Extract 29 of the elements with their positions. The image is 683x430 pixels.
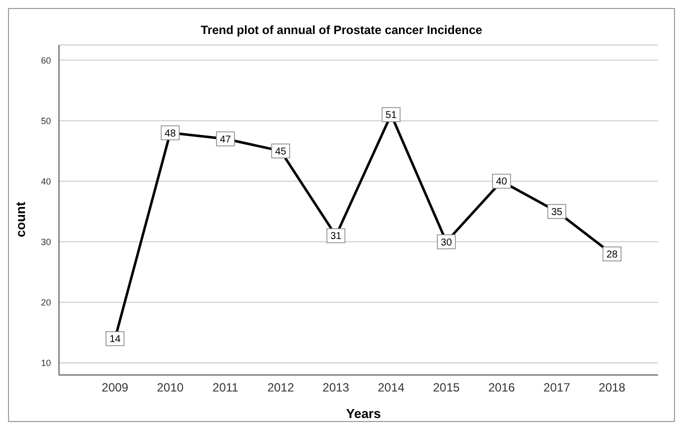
y-tick-label: 40 <box>40 176 51 186</box>
y-tick-label: 50 <box>40 116 51 126</box>
data-label: 31 <box>330 231 342 242</box>
y-axis-title: count <box>14 201 29 237</box>
x-tick-label: 2009 <box>102 380 129 395</box>
y-tick-label: 10 <box>40 358 51 368</box>
x-tick-label: 2016 <box>488 380 516 395</box>
data-label: 48 <box>164 128 176 140</box>
y-tick-label: 20 <box>40 298 51 308</box>
x-tick-label: 2011 <box>212 380 239 395</box>
data-label: 45 <box>275 146 287 158</box>
y-tick-label: 60 <box>40 55 51 66</box>
data-label: 35 <box>551 207 563 218</box>
data-label: 30 <box>440 237 452 248</box>
x-tick-label: 2010 <box>156 380 184 395</box>
x-tick-label: 2018 <box>598 380 626 395</box>
x-tick-label: 2017 <box>543 380 570 395</box>
x-axis-title: Years <box>345 406 382 421</box>
data-label: 40 <box>496 176 508 188</box>
x-tick-label: 2014 <box>378 380 405 395</box>
x-tick-label: 2015 <box>432 380 460 395</box>
data-label: 14 <box>109 334 121 346</box>
x-tick-label: 2013 <box>322 380 350 395</box>
y-tick-label: 30 <box>40 236 51 247</box>
x-tick-label: 2012 <box>267 380 294 395</box>
chart-title: Trend plot of annual of Prostate cancer Incidence <box>200 23 484 37</box>
data-label: 51 <box>386 110 398 122</box>
data-label: 28 <box>606 249 618 260</box>
data-label: 47 <box>220 134 232 146</box>
